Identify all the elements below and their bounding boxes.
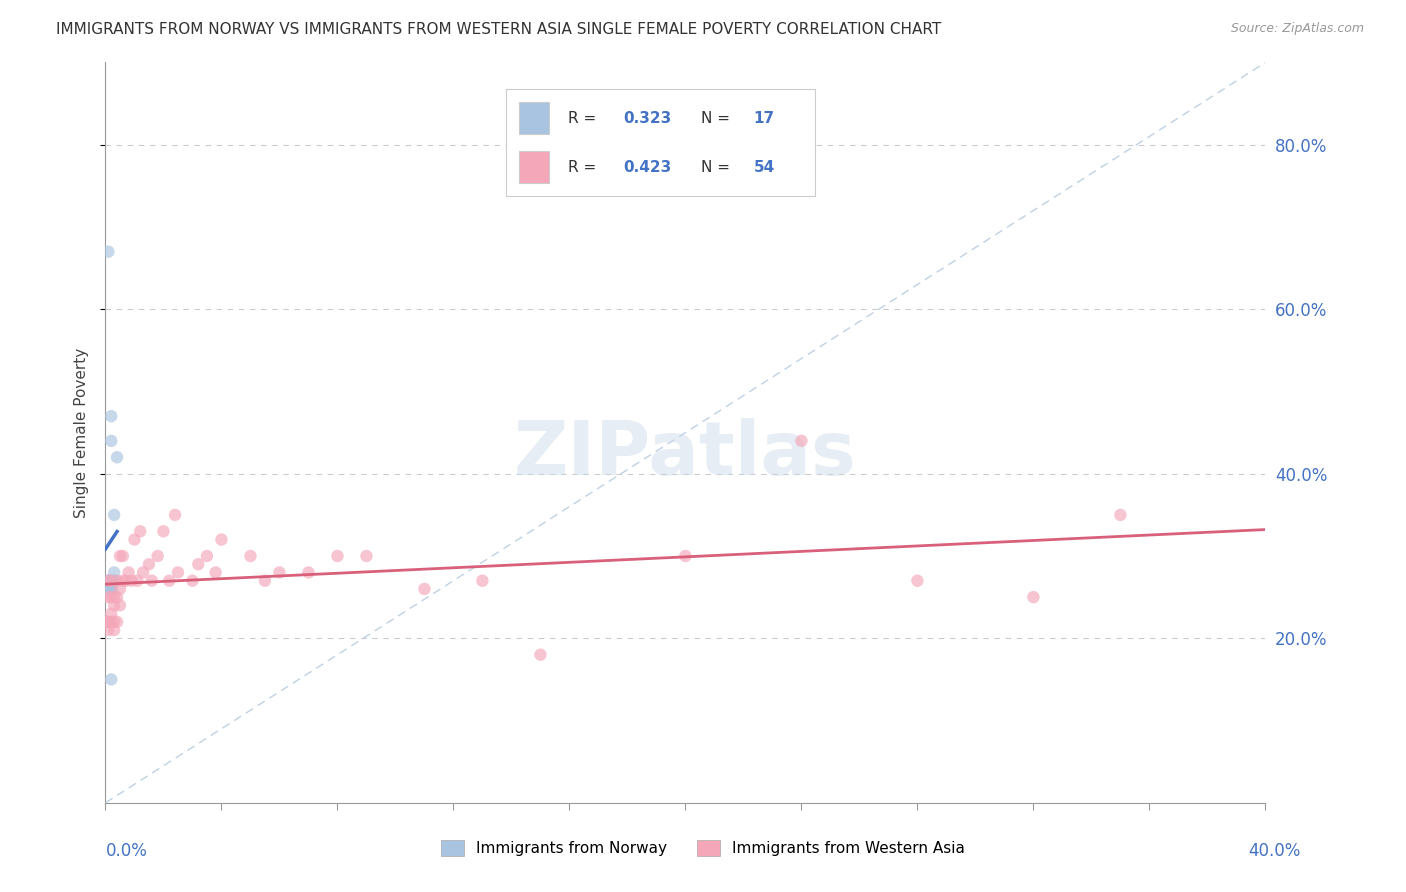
Point <box>269 566 291 580</box>
Point <box>100 574 122 588</box>
Point <box>108 599 131 613</box>
Point <box>105 590 128 604</box>
Point <box>114 574 136 588</box>
Text: 0.0%: 0.0% <box>105 842 148 860</box>
Point <box>97 574 120 588</box>
Point <box>97 582 120 596</box>
Point <box>253 574 276 588</box>
Point <box>157 574 180 588</box>
Text: IMMIGRANTS FROM NORWAY VS IMMIGRANTS FROM WESTERN ASIA SINGLE FEMALE POVERTY COR: IMMIGRANTS FROM NORWAY VS IMMIGRANTS FRO… <box>56 22 942 37</box>
Point <box>471 574 494 588</box>
Text: Source: ZipAtlas.com: Source: ZipAtlas.com <box>1230 22 1364 36</box>
Point <box>124 533 146 547</box>
Point <box>108 582 131 596</box>
Text: 17: 17 <box>754 111 775 126</box>
Point <box>105 450 128 465</box>
Legend: Immigrants from Norway, Immigrants from Western Asia: Immigrants from Norway, Immigrants from … <box>434 834 972 862</box>
Point <box>100 607 122 621</box>
FancyBboxPatch shape <box>519 152 550 184</box>
Point <box>105 574 128 588</box>
Point <box>326 549 349 563</box>
Point <box>790 434 813 448</box>
Point <box>108 549 131 563</box>
Point <box>100 673 122 687</box>
Point <box>105 615 128 629</box>
Text: 40.0%: 40.0% <box>1249 842 1301 860</box>
Point <box>97 244 120 259</box>
Point <box>152 524 174 539</box>
Point <box>100 574 122 588</box>
Point <box>204 566 226 580</box>
Point <box>195 549 218 563</box>
FancyBboxPatch shape <box>519 102 550 134</box>
Point <box>97 574 120 588</box>
Point <box>167 566 190 580</box>
Y-axis label: Single Female Poverty: Single Female Poverty <box>75 348 90 517</box>
Point <box>356 549 378 563</box>
Point <box>103 590 125 604</box>
Point <box>97 615 120 629</box>
Point <box>121 574 143 588</box>
Point <box>100 582 122 596</box>
Point <box>100 582 122 596</box>
Point <box>103 599 125 613</box>
Text: N =: N = <box>702 111 735 126</box>
Point <box>100 409 122 424</box>
Point <box>97 582 120 596</box>
Point <box>165 508 187 522</box>
Point <box>138 558 160 572</box>
Point <box>97 590 120 604</box>
Point <box>97 615 120 629</box>
Point <box>239 549 262 563</box>
Point <box>103 623 125 637</box>
Text: 0.323: 0.323 <box>624 111 672 126</box>
Point <box>132 566 155 580</box>
Point <box>1109 508 1132 522</box>
Text: N =: N = <box>702 160 735 175</box>
Point <box>103 566 125 580</box>
Point <box>97 574 120 588</box>
Text: ZIPatlas: ZIPatlas <box>515 418 856 491</box>
Point <box>111 549 134 563</box>
Point <box>127 574 149 588</box>
Point <box>129 524 152 539</box>
Point <box>211 533 233 547</box>
Point <box>118 566 141 580</box>
Text: 54: 54 <box>754 160 775 175</box>
Point <box>413 582 436 596</box>
Point <box>146 549 169 563</box>
Text: R =: R = <box>568 111 602 126</box>
Point <box>100 582 122 596</box>
Point <box>103 508 125 522</box>
Point <box>297 566 319 580</box>
Point <box>181 574 204 588</box>
Point <box>100 590 122 604</box>
Point <box>100 434 122 448</box>
Point <box>103 574 125 588</box>
Point <box>111 574 134 588</box>
Point <box>187 558 209 572</box>
Text: R =: R = <box>568 160 602 175</box>
Point <box>100 615 122 629</box>
Point <box>907 574 929 588</box>
Point <box>141 574 163 588</box>
Point <box>1022 590 1045 604</box>
Text: 0.423: 0.423 <box>624 160 672 175</box>
Point <box>97 623 120 637</box>
Point <box>97 582 120 596</box>
Point <box>675 549 697 563</box>
Point <box>103 615 125 629</box>
Point <box>529 648 551 662</box>
